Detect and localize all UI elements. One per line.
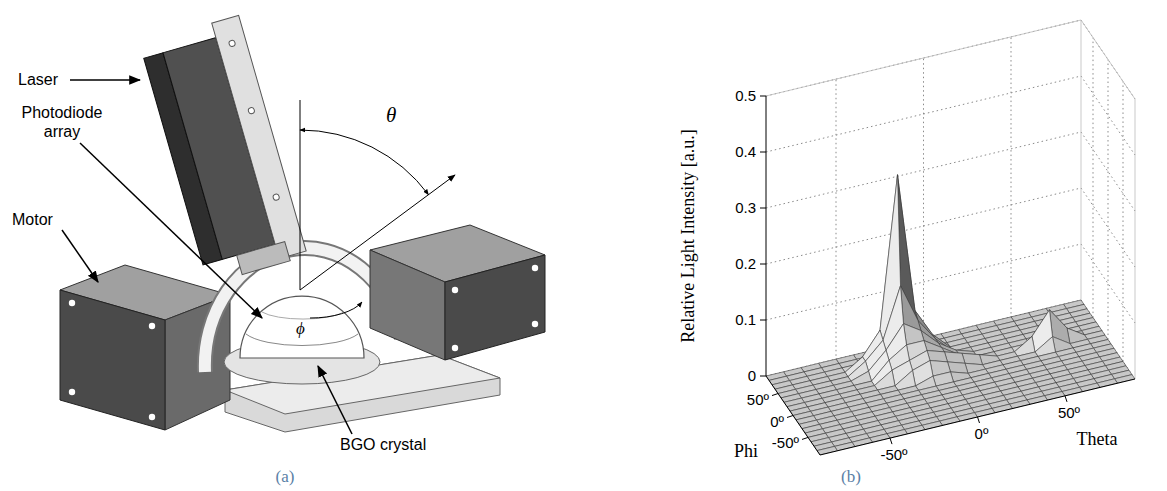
tick-label: 0º xyxy=(975,425,989,442)
theta-symbol: θ xyxy=(386,103,396,127)
screw xyxy=(452,287,458,293)
tick-label: 0.4 xyxy=(735,143,756,160)
screw xyxy=(149,414,155,420)
rail-hole xyxy=(248,107,255,114)
box-edge xyxy=(1135,99,1136,379)
tick-label: 50º xyxy=(747,391,770,408)
motor-right-front xyxy=(445,255,545,360)
axis-title: Phi xyxy=(734,441,758,461)
leader xyxy=(62,230,98,282)
tick xyxy=(802,437,808,439)
grid-line xyxy=(778,38,1093,394)
dome xyxy=(240,296,364,358)
tick-label: 50º xyxy=(1058,404,1081,421)
label-line: array xyxy=(44,123,80,140)
photodiode-band xyxy=(262,312,344,319)
screw xyxy=(69,300,75,306)
tick-label: 0.2 xyxy=(735,255,756,272)
leader xyxy=(318,366,352,434)
screw xyxy=(452,345,458,351)
screw xyxy=(532,265,538,271)
caption: (b) xyxy=(841,467,861,486)
theta-arc xyxy=(300,130,429,195)
screw xyxy=(149,323,155,329)
screw xyxy=(69,389,75,395)
label-crystal: BGO crystal xyxy=(340,436,426,453)
tick xyxy=(760,208,766,209)
grid-line xyxy=(766,20,1135,99)
laser-mount xyxy=(237,242,291,275)
grid-line xyxy=(793,60,1108,416)
grid-line xyxy=(766,244,1135,323)
grid-line xyxy=(766,132,1135,211)
caption: (a) xyxy=(276,467,295,486)
grid-line xyxy=(766,300,1135,379)
leader xyxy=(80,143,262,318)
tick-label: -50º xyxy=(772,434,800,451)
laser-rail xyxy=(212,15,306,258)
grid-line xyxy=(808,81,1123,437)
tick-label: -50º xyxy=(880,446,908,463)
tick-label: 0 xyxy=(748,367,756,384)
tick-label: 0.1 xyxy=(735,311,756,328)
grid-line xyxy=(766,188,1135,267)
leader xyxy=(70,79,140,81)
rail-hole xyxy=(228,40,235,47)
tick xyxy=(760,320,766,321)
panel-b: 00.10.20.30.40.5-50º0º50º-50º0º50ºRelati… xyxy=(678,20,1135,486)
panel-a: θ ϕ Laser Photodiode array Motor BGO crystal (a… xyxy=(12,15,545,486)
label-laser: Laser xyxy=(18,71,59,88)
tick xyxy=(1065,396,1067,402)
z-axis xyxy=(766,96,767,376)
theta-axis xyxy=(820,379,1135,455)
axis-title: Theta xyxy=(1077,429,1118,449)
surface xyxy=(766,175,1135,455)
tick xyxy=(787,416,793,418)
figure: θ ϕ Laser Photodiode array Motor BGO crystal (a… xyxy=(0,0,1167,491)
tick xyxy=(978,417,980,423)
tick xyxy=(760,96,766,97)
vertical-axis xyxy=(300,100,301,290)
label-photodiode-array: Photodiode array xyxy=(22,104,103,140)
box-edge xyxy=(766,20,1135,99)
motor-right-side xyxy=(370,250,445,360)
motor-left-front xyxy=(60,290,165,430)
rail-hole xyxy=(272,193,279,200)
tick-label: 0.3 xyxy=(735,199,756,216)
laser xyxy=(140,15,308,284)
tick xyxy=(890,438,892,444)
grid-line xyxy=(766,76,1135,155)
box-edge xyxy=(1081,20,1082,300)
tick-label: 0.5 xyxy=(735,87,756,104)
phi-symbol: ϕ xyxy=(296,319,305,338)
phi-axis xyxy=(766,376,820,455)
tilt-axis xyxy=(300,175,455,290)
tick-label: 0º xyxy=(770,413,784,430)
tick xyxy=(760,152,766,153)
tick xyxy=(760,376,766,377)
tick xyxy=(760,264,766,265)
axis-title: Relative Light Intensity [a.u.] xyxy=(678,129,698,342)
phi-arc xyxy=(310,302,362,318)
label-motor: Motor xyxy=(12,211,54,228)
screw xyxy=(532,321,538,327)
tick xyxy=(772,394,778,396)
label-line: Photodiode xyxy=(22,104,103,121)
